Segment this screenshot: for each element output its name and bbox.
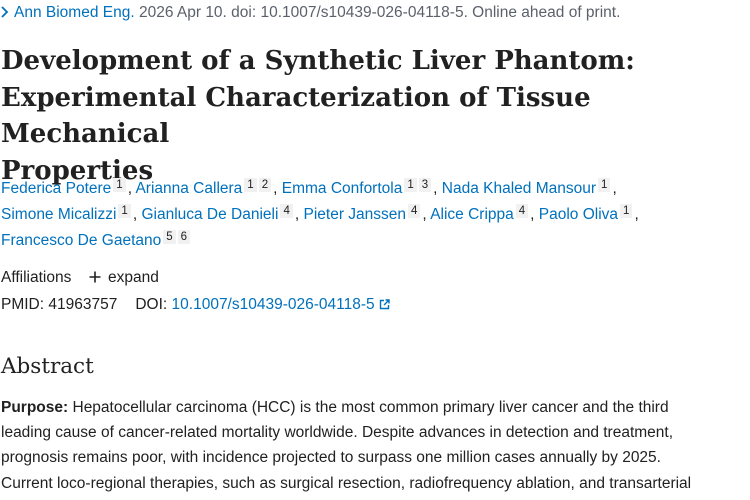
- pmid-value: 41963757: [48, 296, 118, 313]
- title-line: Properties: [1, 155, 154, 186]
- author: Gianluca De Danieli 4: [141, 204, 294, 223]
- affiliation-ref[interactable]: 1: [113, 178, 126, 192]
- affiliation-refs: 1: [598, 178, 612, 192]
- plus-icon[interactable]: [88, 266, 102, 286]
- abstract-heading: Abstract: [1, 354, 94, 379]
- affiliation-ref[interactable]: 1: [620, 204, 633, 218]
- doi-link[interactable]: 10.1007/s10439-026-04118-5: [171, 296, 375, 313]
- affiliation-refs: 1: [113, 178, 127, 192]
- affiliation-ref[interactable]: 6: [177, 230, 191, 244]
- affiliation-ref[interactable]: 1: [244, 178, 257, 192]
- author: Arianna Callera 1 2: [135, 178, 273, 197]
- affiliation-ref[interactable]: 5: [163, 230, 176, 244]
- author-name-link[interactable]: Francesco De Gaetano: [1, 232, 162, 249]
- affiliation-ref[interactable]: 4: [408, 204, 421, 218]
- authors-list: Federica Potere 1, Arianna Callera 1 2, Emm…: [1, 178, 639, 249]
- author-name-link[interactable]: Paolo Oliva: [538, 206, 619, 223]
- author: Federica Potere 1: [1, 178, 128, 197]
- author-name-link[interactable]: Alice Crippa: [430, 206, 514, 223]
- external-link-icon[interactable]: [379, 296, 390, 310]
- author: Francesco De Gaetano 5 6: [1, 230, 192, 249]
- author: Paolo Oliva 1: [538, 204, 635, 223]
- citation-details: 2026 Apr 10. doi: 10.1007/s10439-026-041…: [138, 4, 621, 21]
- author-name-link[interactable]: Arianna Callera: [135, 180, 243, 197]
- title-line: Development of a Synthetic Liver Phantom…: [1, 46, 635, 76]
- author: Simone Micalizzi 1: [1, 204, 133, 223]
- author: Pieter Janssen 4: [303, 204, 422, 223]
- article-title: Development of a Synthetic Liver Phantom…: [1, 43, 746, 189]
- author-name-link[interactable]: Pieter Janssen: [303, 206, 407, 223]
- affiliation-ref[interactable]: 2: [258, 178, 272, 192]
- identifiers: PMID: 41963757 DOI: 10.1007/s10439-026-04…: [1, 295, 390, 315]
- affiliation-ref[interactable]: 1: [598, 178, 611, 192]
- affiliation-ref[interactable]: 3: [418, 178, 432, 192]
- affiliation-refs: 1: [118, 204, 132, 218]
- author: Emma Confortola 1 3: [281, 178, 433, 197]
- affiliation-ref[interactable]: 1: [404, 178, 417, 192]
- pmid-label: PMID:: [1, 296, 45, 313]
- author-name-link[interactable]: Simone Micalizzi: [1, 206, 117, 223]
- author-name-link[interactable]: Federica Potere: [1, 180, 112, 197]
- affiliation-ref[interactable]: 4: [280, 204, 293, 218]
- purpose-label: Purpose:: [1, 399, 69, 416]
- affiliation-refs: 4: [280, 204, 294, 218]
- chevron-right-icon[interactable]: [0, 3, 14, 23]
- author-name-link[interactable]: Emma Confortola: [281, 180, 403, 197]
- affiliations-label: Affiliations: [1, 269, 72, 286]
- journal-link[interactable]: Ann Biomed Eng.: [14, 4, 135, 21]
- title-line: Experimental Characterization of Tissue …: [1, 82, 591, 150]
- abstract-line: leading cause of cancer-related mortalit…: [1, 424, 674, 442]
- affiliations-toggle[interactable]: Affiliations expand: [1, 266, 159, 288]
- abstract-text: Hepatocellular carcinoma (HCC) is the mo…: [68, 399, 669, 416]
- affiliation-ref[interactable]: 1: [118, 204, 131, 218]
- abstract-line: Current loco-regional therapies, such as…: [1, 474, 692, 492]
- affiliation-refs: 4: [408, 204, 422, 218]
- author: Nada Khaled Mansour 1: [441, 178, 613, 197]
- expand-button[interactable]: expand: [108, 269, 159, 286]
- doi-label: DOI:: [135, 296, 168, 313]
- affiliation-refs: 1: [620, 204, 634, 218]
- abstract-line: prognosis remains poor, with incidence p…: [1, 449, 661, 467]
- author-name-link[interactable]: Nada Khaled Mansour: [441, 180, 597, 197]
- abstract-body: Purpose: Hepatocellular carcinoma (HCC) …: [1, 395, 750, 496]
- abstract-line: Purpose: Hepatocellular carcinoma (HCC) …: [1, 395, 750, 420]
- affiliation-refs: 4: [515, 204, 530, 218]
- author: Alice Crippa 4: [430, 204, 530, 223]
- author-name-link[interactable]: Gianluca De Danieli: [141, 206, 279, 223]
- citation-line: Ann Biomed Eng. 2026 Apr 10. doi: 10.100…: [0, 3, 620, 23]
- affiliation-ref[interactable]: 4: [515, 204, 529, 218]
